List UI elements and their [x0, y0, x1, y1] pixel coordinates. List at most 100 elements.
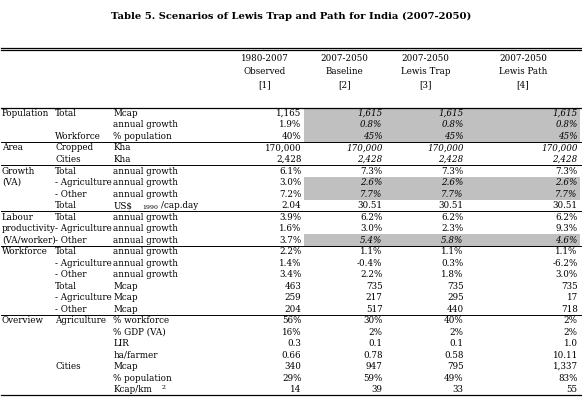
Text: 0.66: 0.66	[282, 351, 301, 360]
Text: 6.2%: 6.2%	[441, 213, 464, 221]
Text: 2007-2050: 2007-2050	[402, 54, 449, 63]
Text: 83%: 83%	[558, 374, 578, 383]
Text: Growth: Growth	[2, 166, 36, 175]
Text: 14: 14	[290, 385, 301, 394]
Text: Mcap: Mcap	[113, 282, 138, 290]
Text: 56%: 56%	[282, 316, 301, 325]
Text: 0.8%: 0.8%	[360, 120, 382, 129]
Bar	[304, 188, 580, 200]
Text: 49%: 49%	[444, 374, 464, 383]
Text: 2,428: 2,428	[552, 155, 578, 164]
Text: annual growth: annual growth	[113, 259, 178, 267]
Text: 4.6%: 4.6%	[555, 236, 578, 244]
Text: 55: 55	[567, 385, 578, 394]
Text: 39: 39	[371, 385, 382, 394]
Text: 10.11: 10.11	[552, 351, 578, 360]
Text: [1]: [1]	[258, 80, 271, 89]
Text: Lewis Path: Lewis Path	[499, 67, 547, 76]
Text: [2]: [2]	[338, 80, 350, 89]
Text: Workforce: Workforce	[55, 132, 101, 141]
Text: 1.0: 1.0	[564, 339, 578, 348]
Text: - Agriculture: - Agriculture	[55, 178, 112, 187]
Text: 2%: 2%	[564, 328, 578, 337]
Text: Area: Area	[2, 143, 23, 152]
Text: 3.7%: 3.7%	[279, 236, 301, 244]
Bar	[304, 131, 580, 142]
Text: 1.1%: 1.1%	[555, 247, 578, 256]
Text: -0.4%: -0.4%	[357, 259, 382, 267]
Text: productivity: productivity	[2, 224, 56, 233]
Text: 340: 340	[285, 362, 301, 371]
Text: annual growth: annual growth	[113, 270, 178, 279]
Text: 1.1%: 1.1%	[360, 247, 382, 256]
Text: Total: Total	[55, 282, 77, 290]
Text: 3.0%: 3.0%	[279, 178, 301, 187]
Text: Total: Total	[55, 166, 77, 175]
Text: Workforce: Workforce	[2, 247, 48, 256]
Text: 0.8%: 0.8%	[441, 120, 464, 129]
Text: Kcap/km: Kcap/km	[113, 385, 152, 394]
Text: 1980-2007: 1980-2007	[241, 54, 289, 63]
Text: 1.1%: 1.1%	[441, 247, 464, 256]
Text: 1,615: 1,615	[438, 109, 464, 118]
Text: 295: 295	[447, 293, 464, 302]
Text: 9.3%: 9.3%	[556, 224, 578, 233]
Text: 517: 517	[365, 305, 382, 314]
Text: annual growth: annual growth	[113, 236, 178, 244]
Bar	[304, 108, 580, 119]
Text: 735: 735	[366, 282, 382, 290]
Text: 3.4%: 3.4%	[279, 270, 301, 279]
Text: ha/farmer: ha/farmer	[113, 351, 158, 360]
Text: - Other: - Other	[55, 236, 87, 244]
Text: 170,000: 170,000	[265, 143, 301, 152]
Text: 59%: 59%	[363, 374, 382, 383]
Text: 2.6%: 2.6%	[360, 178, 382, 187]
Text: annual growth: annual growth	[113, 247, 178, 256]
Text: (VA/worker): (VA/worker)	[2, 236, 56, 244]
Text: - Agriculture: - Agriculture	[55, 224, 112, 233]
Text: 3.0%: 3.0%	[360, 224, 382, 233]
Text: 2007-2050: 2007-2050	[320, 54, 368, 63]
Text: 2.3%: 2.3%	[441, 224, 464, 233]
Text: 1.4%: 1.4%	[279, 259, 301, 267]
Text: Table 5. Scenarios of Lewis Trap and Path for India (2007-2050): Table 5. Scenarios of Lewis Trap and Pat…	[111, 11, 471, 21]
Bar	[304, 234, 580, 246]
Text: - Other: - Other	[55, 305, 87, 314]
Text: 0.1: 0.1	[450, 339, 464, 348]
Text: 0.8%: 0.8%	[555, 120, 578, 129]
Text: annual growth: annual growth	[113, 178, 178, 187]
Text: - Other: - Other	[55, 189, 87, 198]
Text: 2.2%: 2.2%	[279, 247, 301, 256]
Bar	[304, 177, 580, 188]
Text: 30.51: 30.51	[553, 201, 578, 210]
Text: % population: % population	[113, 374, 172, 383]
Text: % workforce: % workforce	[113, 316, 169, 325]
Text: 1990: 1990	[142, 205, 158, 210]
Text: 2,428: 2,428	[276, 155, 301, 164]
Text: 259: 259	[285, 293, 301, 302]
Text: annual growth: annual growth	[113, 120, 178, 129]
Text: 2,428: 2,428	[357, 155, 382, 164]
Text: LIR: LIR	[113, 339, 129, 348]
Text: Mcap: Mcap	[113, 305, 138, 314]
Text: Kha: Kha	[113, 143, 131, 152]
Text: 3.9%: 3.9%	[279, 213, 301, 221]
Text: 2.04: 2.04	[282, 201, 301, 210]
Text: 1,337: 1,337	[552, 362, 578, 371]
Text: % population: % population	[113, 132, 172, 141]
Text: 204: 204	[285, 305, 301, 314]
Text: Baseline: Baseline	[325, 67, 363, 76]
Text: Agriculture: Agriculture	[55, 316, 107, 325]
Text: Total: Total	[55, 109, 77, 118]
Text: 463: 463	[285, 282, 301, 290]
Text: 7.3%: 7.3%	[360, 166, 382, 175]
Text: 40%: 40%	[282, 132, 301, 141]
Text: 440: 440	[446, 305, 464, 314]
Text: 0.3: 0.3	[288, 339, 301, 348]
Text: Kha: Kha	[113, 155, 131, 164]
Text: Mcap: Mcap	[113, 109, 138, 118]
Text: 17: 17	[566, 293, 578, 302]
Text: 170,000: 170,000	[346, 143, 382, 152]
Text: 45%: 45%	[444, 132, 464, 141]
Text: 5.8%: 5.8%	[441, 236, 464, 244]
